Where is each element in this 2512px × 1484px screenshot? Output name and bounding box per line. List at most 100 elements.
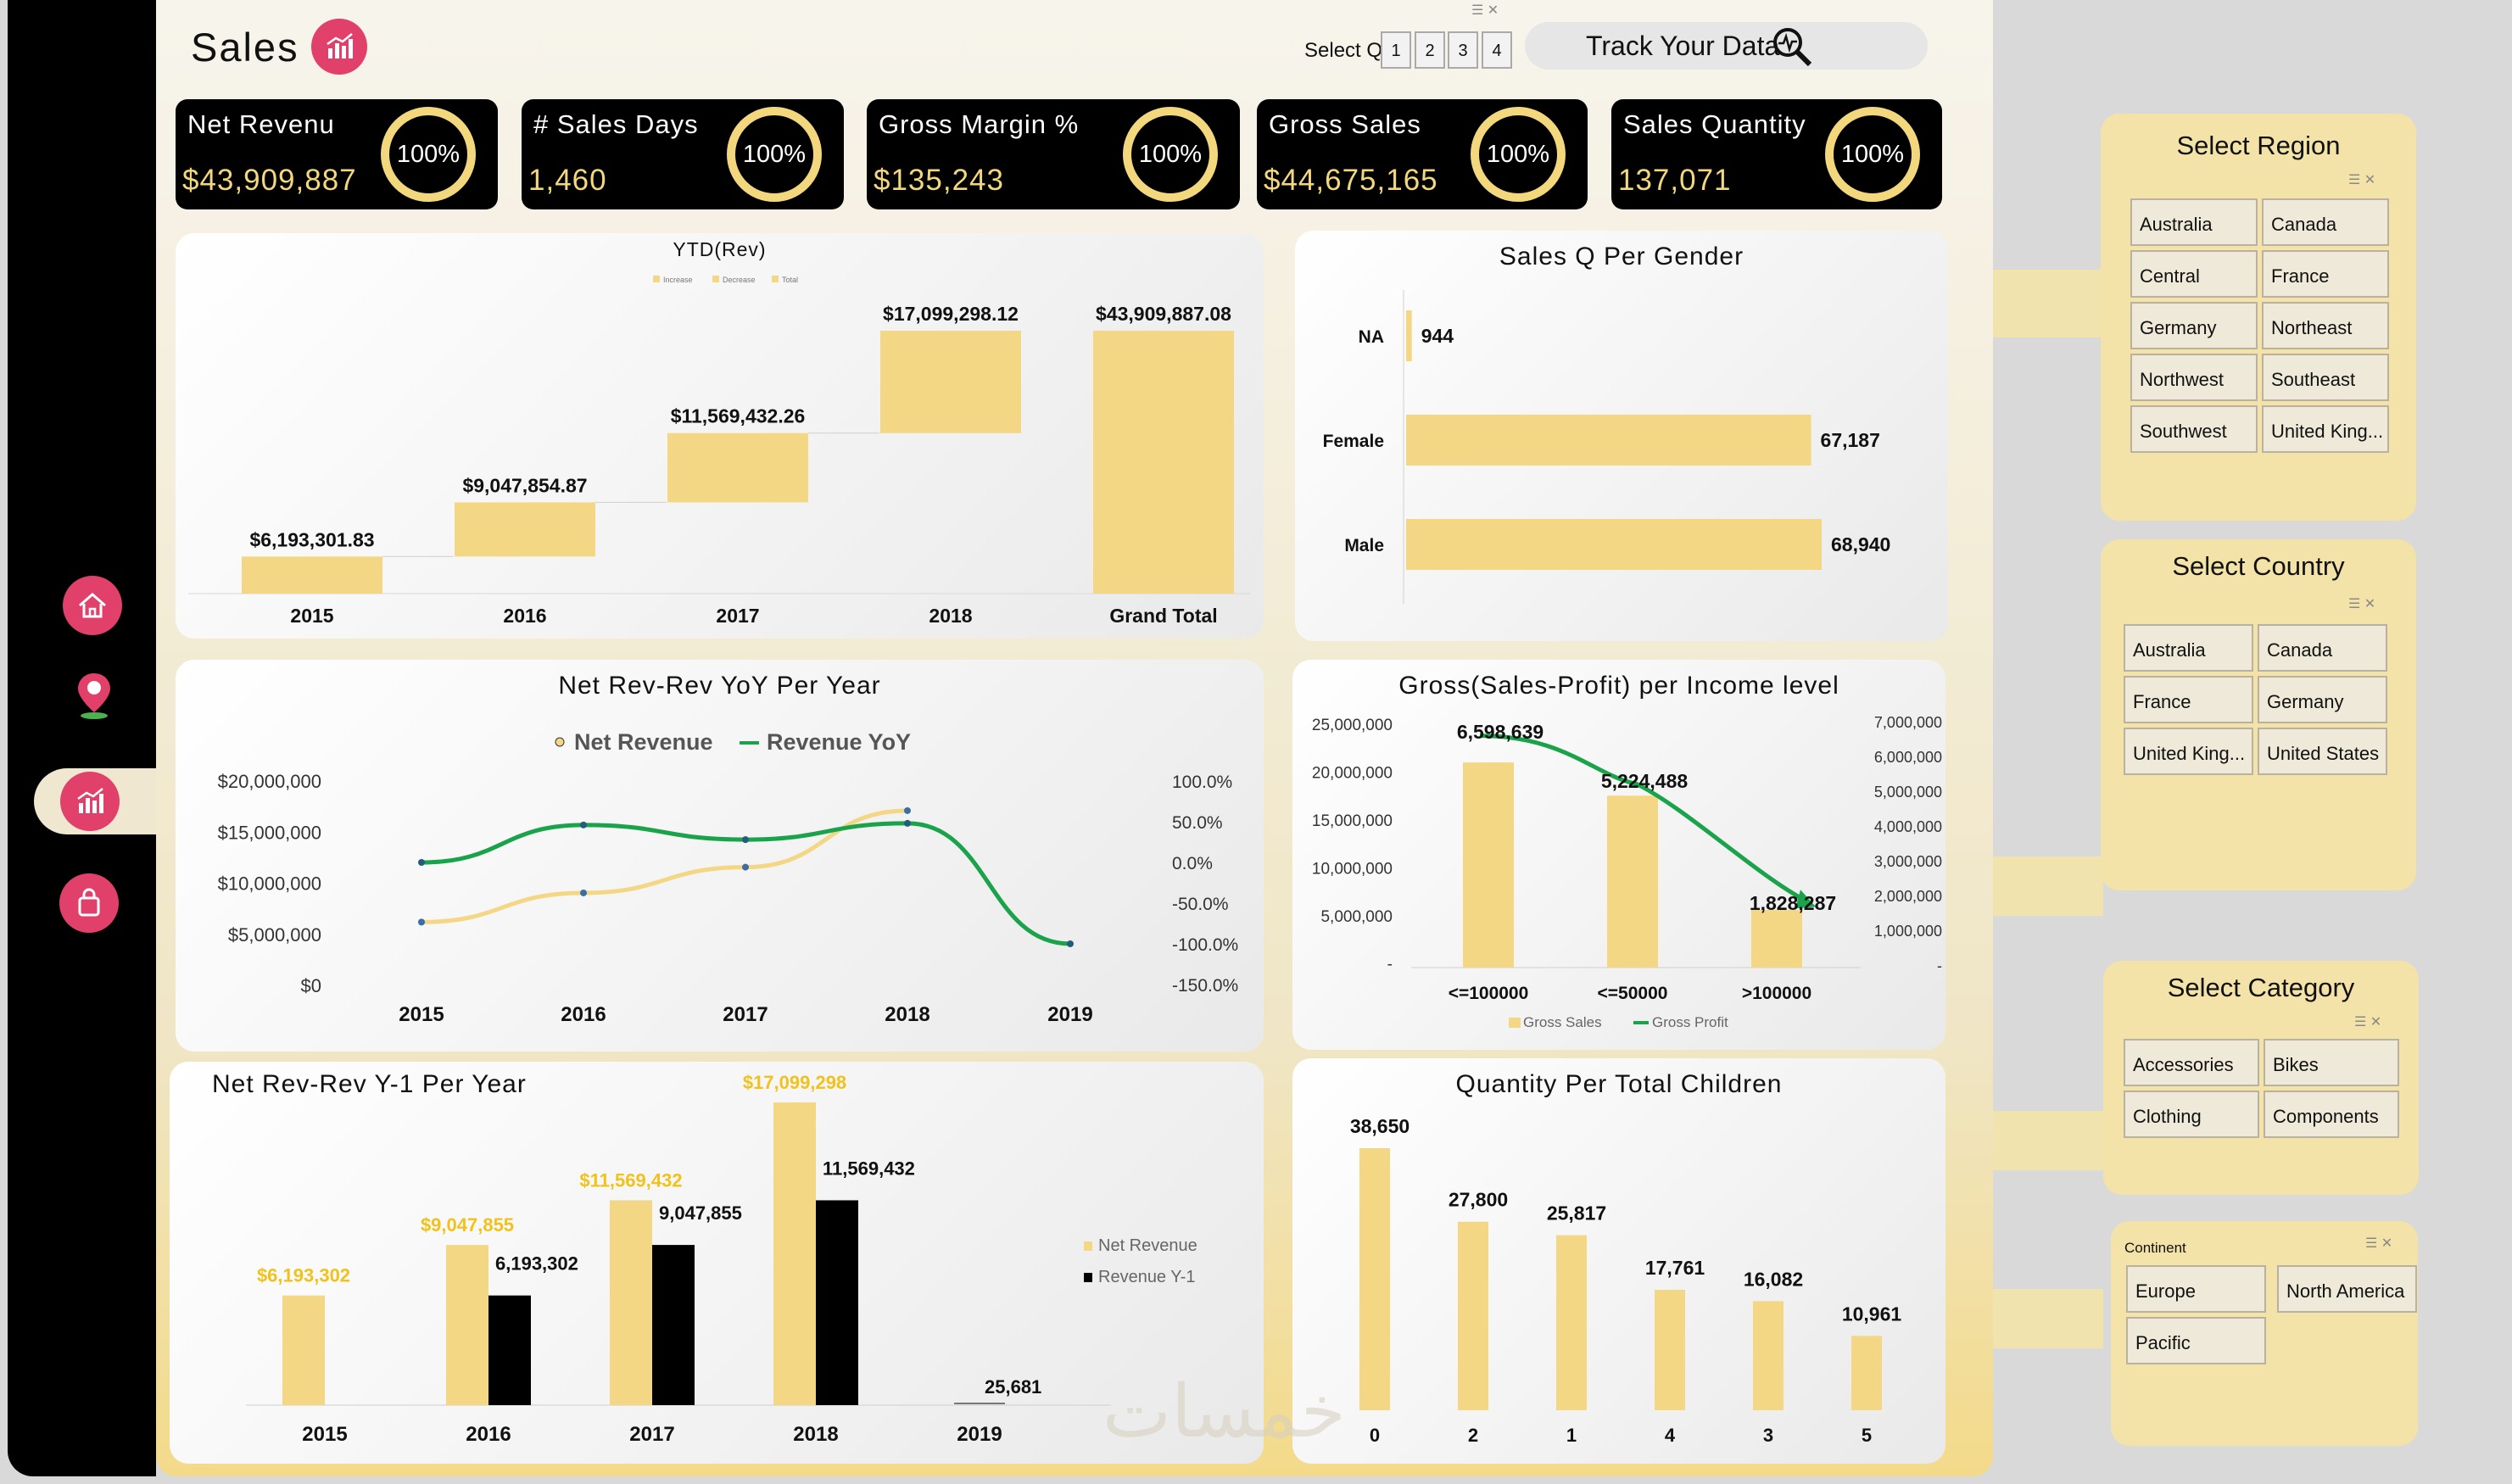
country-filter-icons[interactable]: ☰ ✕ bbox=[2348, 597, 2376, 611]
slicer-item-pacific[interactable]: Pacific bbox=[2126, 1317, 2266, 1364]
slicer-item-australia[interactable]: Australia bbox=[2130, 198, 2258, 246]
ytd-x-label: 2015 bbox=[290, 605, 333, 627]
yoy-legend-marker bbox=[555, 737, 565, 747]
income-y-tick: - bbox=[1387, 956, 1393, 974]
kpi-value: 1,460 bbox=[528, 164, 607, 197]
kpi-label: # Sales Days bbox=[533, 109, 699, 139]
yoy-chart: Net Revenue Revenue YoY $20,000,000 $15,000… bbox=[218, 729, 1239, 1026]
ytd-panel: YTD(Rev) Increase Decrease Total $6,193,301… bbox=[176, 233, 1264, 639]
slicer-item-europe[interactable]: Europe bbox=[2126, 1265, 2266, 1313]
income-panel: Gross(Sales-Profit) per Income level 25,… bbox=[1292, 660, 1945, 1050]
category-slicer: Select Category ☰ ✕ Accessories Bikes Clot… bbox=[2103, 961, 2419, 1195]
net-revenue-label: $17,099,298 bbox=[743, 1072, 846, 1093]
kpi-card[interactable]: Net Revenu $43,909,887 100% bbox=[176, 99, 498, 209]
net-revenue-label: $11,569,432 bbox=[579, 1169, 682, 1191]
category-filter-icons[interactable]: ☰ ✕ bbox=[2354, 1015, 2382, 1029]
slicer-item-germany[interactable]: Germany bbox=[2130, 302, 2258, 349]
region-slicer: Select Region ☰ ✕ Australia Canada Central… bbox=[2101, 114, 2416, 521]
revenue-y1-bar bbox=[816, 1200, 858, 1405]
track-data-bar[interactable]: Track Your Data bbox=[1525, 22, 1928, 70]
q-button-3[interactable]: 3 bbox=[1448, 31, 1478, 69]
ytd-x-label: 2017 bbox=[716, 605, 759, 627]
slicer-item-southwest[interactable]: Southwest bbox=[2130, 405, 2258, 453]
continent-filter-icons[interactable]: ☰ ✕ bbox=[2365, 1236, 2393, 1251]
slicer-item-northwest[interactable]: Northwest bbox=[2130, 354, 2258, 401]
slicer-item-france[interactable]: France bbox=[2124, 676, 2253, 723]
net-revenue-bar bbox=[282, 1295, 325, 1405]
yoy-y2-tick: 50.0% bbox=[1172, 813, 1223, 833]
slicer-item-united-king-[interactable]: United King... bbox=[2262, 405, 2389, 453]
children-x-label: 2 bbox=[1468, 1425, 1478, 1446]
yoy-x-label: 2018 bbox=[885, 1003, 929, 1026]
income-legend-label: Gross Sales bbox=[1523, 1014, 1602, 1030]
slicer-item-northeast[interactable]: Northeast bbox=[2262, 302, 2389, 349]
slicer-item-france[interactable]: France bbox=[2262, 250, 2389, 298]
gross-sales-bar bbox=[1463, 762, 1514, 968]
revenue-yoy-point bbox=[1067, 940, 1074, 947]
q-filter-icons[interactable]: ☰ ✕ bbox=[1471, 3, 1499, 18]
gender-panel: Sales Q Per Gender 944 NA 67,187 Female 68,9… bbox=[1295, 231, 1948, 641]
kpi-card[interactable]: Sales Quantity 137,071 100% bbox=[1611, 99, 1942, 209]
slicer-item-canada[interactable]: Canada bbox=[2262, 198, 2389, 246]
ytd-x-label: 2016 bbox=[503, 605, 546, 627]
children-x-label: 3 bbox=[1763, 1425, 1773, 1446]
kpi-percent-ring: 100% bbox=[1471, 107, 1566, 202]
income-x-label: <=50000 bbox=[1598, 984, 1668, 1003]
region-slicer-title: Select Region bbox=[2176, 131, 2341, 160]
income-y-tick: 5,000,000 bbox=[1320, 908, 1393, 926]
yoy-y-tick: $5,000,000 bbox=[228, 924, 321, 946]
net-revenue-line bbox=[421, 808, 908, 924]
gender-bar bbox=[1406, 310, 1412, 361]
home-icon[interactable] bbox=[63, 576, 122, 635]
y1-legend-label: Revenue Y-1 bbox=[1098, 1268, 1196, 1286]
yoy-x-label: 2015 bbox=[399, 1003, 444, 1026]
income-data-label: 5,224,488 bbox=[1601, 770, 1689, 792]
gross-sales-bar bbox=[1751, 910, 1802, 968]
shopping-bag-icon[interactable] bbox=[59, 873, 119, 933]
y1-legend-label: Net Revenue bbox=[1098, 1236, 1197, 1255]
income-y-tick: 10,000,000 bbox=[1312, 860, 1393, 878]
net-revenue-label: $9,047,855 bbox=[421, 1214, 514, 1236]
income-y-tick: 15,000,000 bbox=[1312, 812, 1393, 830]
connector-category bbox=[1993, 1111, 2103, 1170]
kpi-card[interactable]: Gross Margin % $135,243 100% bbox=[867, 99, 1240, 209]
slicer-item-germany[interactable]: Germany bbox=[2258, 676, 2387, 723]
children-x-label: 5 bbox=[1862, 1425, 1872, 1446]
gross-profit-line bbox=[1479, 734, 1812, 906]
children-x-label: 4 bbox=[1665, 1425, 1676, 1446]
slicer-item-united-states[interactable]: United States bbox=[2258, 728, 2387, 775]
yoy-y-tick: $10,000,000 bbox=[218, 873, 321, 895]
children-data-label: 10,961 bbox=[1842, 1303, 1902, 1325]
kpi-value: $44,675,165 bbox=[1264, 164, 1438, 197]
income-y2-tick: 2,000,000 bbox=[1874, 888, 1942, 905]
q-button-4[interactable]: 4 bbox=[1482, 31, 1512, 69]
net-revenue-bar bbox=[446, 1245, 488, 1405]
slicer-item-accessories[interactable]: Accessories bbox=[2124, 1039, 2259, 1086]
income-y2-tick: 4,000,000 bbox=[1874, 818, 1942, 835]
location-pin-icon[interactable] bbox=[73, 670, 115, 721]
q-button-1[interactable]: 1 bbox=[1381, 31, 1411, 69]
region-filter-icons[interactable]: ☰ ✕ bbox=[2348, 173, 2376, 187]
country-slicer: Select Country ☰ ✕ Australia Canada France… bbox=[2101, 539, 2416, 890]
net-revenue-point bbox=[580, 889, 587, 896]
slicer-item-bikes[interactable]: Bikes bbox=[2264, 1039, 2399, 1086]
q-button-2[interactable]: 2 bbox=[1415, 31, 1445, 69]
title-chart-icon bbox=[311, 19, 367, 75]
slicer-item-central[interactable]: Central bbox=[2130, 250, 2258, 298]
gender-data-label: 944 bbox=[1421, 325, 1454, 347]
slicer-item-clothing[interactable]: Clothing bbox=[2124, 1091, 2259, 1138]
slicer-item-australia[interactable]: Australia bbox=[2124, 624, 2253, 672]
sales-chart-icon[interactable] bbox=[60, 772, 120, 831]
sidebar bbox=[8, 0, 156, 1476]
slicer-item-southeast[interactable]: Southeast bbox=[2262, 354, 2389, 401]
income-data-label: 6,598,639 bbox=[1457, 721, 1543, 743]
kpi-value: $43,909,887 bbox=[182, 164, 357, 197]
kpi-card[interactable]: Gross Sales $44,675,165 100% bbox=[1257, 99, 1588, 209]
slicer-item-components[interactable]: Components bbox=[2264, 1091, 2399, 1138]
slicer-item-north-america[interactable]: North America bbox=[2277, 1265, 2417, 1313]
children-bar bbox=[1359, 1148, 1390, 1410]
kpi-percent-ring: 100% bbox=[727, 107, 822, 202]
slicer-item-canada[interactable]: Canada bbox=[2258, 624, 2387, 672]
kpi-card[interactable]: # Sales Days 1,460 100% bbox=[522, 99, 844, 209]
slicer-item-united-king-[interactable]: United King... bbox=[2124, 728, 2253, 775]
